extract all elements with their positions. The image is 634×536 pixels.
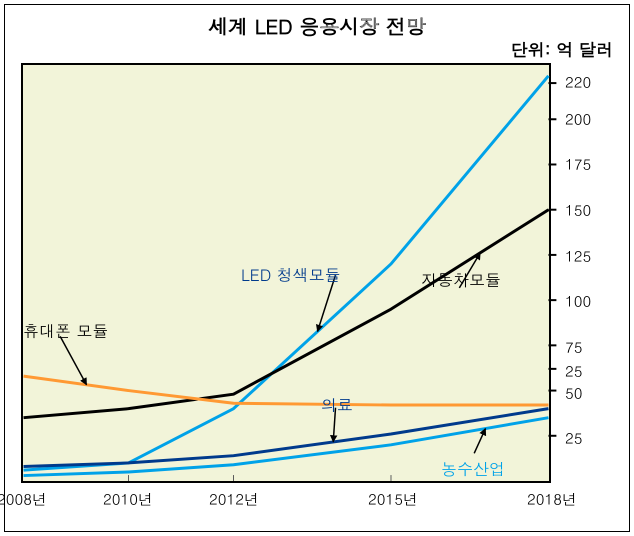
label-phone-arrow — [60, 336, 86, 384]
chart-title: 세계 LED 응용시장 전망 — [5, 11, 629, 40]
x-tick-label: 2008년 — [0, 489, 47, 510]
y-tick-label: 175 — [565, 154, 591, 175]
chart-container: 세계 LED 응용시장 전망 단위: 억 달러 2550257510012515… — [4, 4, 630, 532]
label-auto: 자동차모듈 — [421, 268, 501, 291]
y-tick-label: 25 — [565, 361, 583, 382]
x-tick-label: 2010년 — [103, 489, 153, 510]
y-tick-label: 200 — [565, 109, 591, 130]
y-tick-label: 220 — [565, 72, 591, 93]
series-phone_module — [24, 376, 549, 405]
label-phone: 휴대폰 모듈 — [23, 319, 108, 342]
y-tick-label: 125 — [565, 246, 591, 267]
label-medical: 의료 — [321, 393, 353, 416]
unit-label: 단위: 억 달러 — [511, 37, 613, 61]
y-tick-label: 50 — [565, 383, 583, 404]
x-tick-label: 2015년 — [368, 489, 418, 510]
x-tick-label: 2018년 — [527, 489, 577, 510]
label-agri-arrow — [474, 429, 485, 454]
x-tick-label: 2012년 — [209, 489, 259, 510]
label-led-blue: LED 청색모듈 — [241, 263, 341, 286]
y-tick-label: 75 — [565, 337, 583, 358]
y-tick-label: 150 — [565, 200, 591, 221]
y-tick-label: 25 — [565, 428, 583, 449]
label-agri: 농수산업 — [441, 457, 505, 480]
y-tick-label: 100 — [565, 291, 591, 312]
